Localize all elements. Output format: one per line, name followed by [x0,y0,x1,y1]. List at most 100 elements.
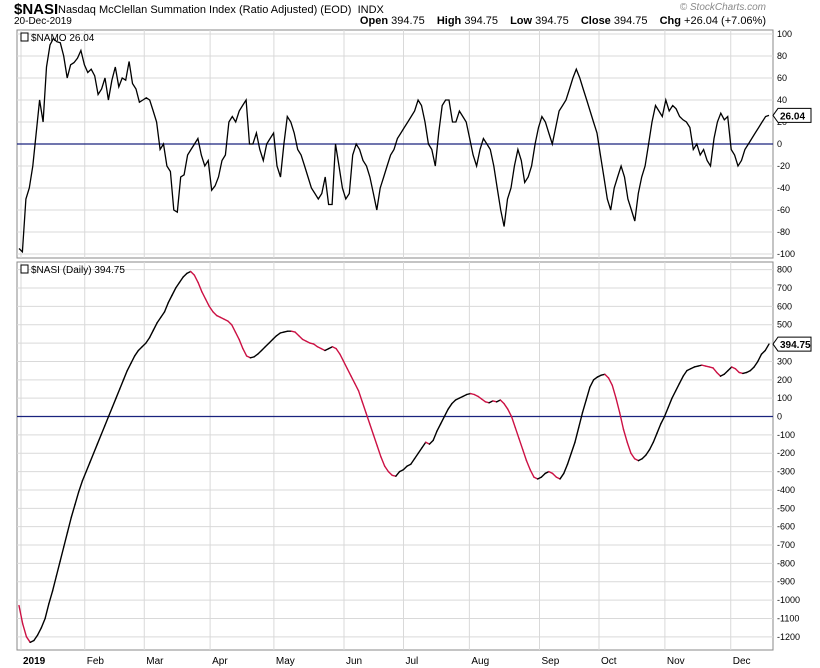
high-label: High [436,15,462,27]
nasi-series-segment [439,415,446,425]
nasi-ytick-label: -700 [777,540,795,550]
nasi-series-segment [760,349,766,355]
nasi-series-segment [645,448,651,456]
nasi-series-segment [518,437,524,451]
chart-date: 20-Dec-2019 [14,16,72,27]
namo-ytick-label: -60 [777,205,790,215]
nasi-series-segment [551,472,558,478]
nasi-series-segment [447,402,453,410]
nasi-series-segment [503,402,509,410]
nasi-series-segment [100,425,106,436]
nasi-series-segment [40,617,46,629]
nasi-series-segment [648,441,655,451]
chg-label: Chg [659,15,681,27]
nasi-series-segment [413,452,419,460]
nasi-series-segment [342,360,349,370]
nasi-series-segment [421,441,427,449]
nasi-series-segment [74,491,80,506]
nasi-ytick-label: 600 [777,301,792,311]
nasi-series-segment [36,626,43,636]
nasi-series-segment [592,376,599,381]
nasi-series-segment [764,343,770,352]
chg-value: +26.04 (+7.06%) [684,15,766,27]
nasi-series-segment [361,401,367,414]
nasi-series-segment [417,447,423,454]
nasi-series-segment [51,575,58,592]
stockcharts-watermark: © StockCharts.com [679,2,766,13]
nasi-series-segment [574,426,580,443]
nasi-ytick-label: 800 [777,265,792,275]
nasi-series-segment [656,423,662,434]
namo-last-value-box [772,107,812,123]
nasi-series-segment [115,388,121,399]
nasi-series-segment [48,590,54,605]
nasi-series-segment [126,362,132,372]
nasi-series-segment [130,355,136,364]
nasi-series-segment [298,335,304,341]
namo-ytick-label: 0 [777,139,782,149]
nasi-series-segment [451,399,457,405]
namo-ytick-label: -20 [777,161,790,171]
nasi-series-segment [626,441,632,454]
nasi-series-segment [540,472,546,478]
nasi-ytick-label: -100 [777,430,795,440]
nasi-series-segment [18,604,24,625]
x-tick-label-sep: Sep [542,656,560,667]
namo-legend-swatch [20,32,29,42]
nasi-series-segment [227,320,233,326]
nasi-series-segment [59,546,65,563]
nasi-series-segment [145,336,151,344]
nasi-series-segment [660,415,666,425]
nasi-last-value-box [772,336,812,352]
exchange-label: INDX [357,4,384,16]
nasi-series-segment [559,472,565,480]
nasi-series-segment [757,353,763,363]
open-label: Open [359,15,389,27]
namo-ytick-label: -100 [777,249,795,259]
nasi-series-segment [514,426,520,440]
low-value: 394.75 [535,15,569,27]
nasi-panel-label: $NASI (Daily) 394.75 [31,265,125,276]
x-tick-label-mar: Mar [146,656,164,667]
low-label: Low [510,15,533,27]
nasi-series-segment [581,399,587,414]
nasi-ytick-label: 100 [777,393,792,403]
nasi-series-segment [727,366,733,372]
nasi-series-segment [156,316,162,324]
nasi-series-segment [566,452,572,465]
open-value: 394.75 [391,15,425,27]
nasi-series-segment [111,397,117,409]
high-value: 394.75 [464,15,498,27]
close-label: Close [580,15,611,27]
nasi-series-segment [675,382,681,392]
nasi-series-segment [189,270,196,276]
ohlc-readout: Open 394.75 High 394.75 Low 394.75 Close… [360,15,766,27]
description-text: Nasdaq McClellan Summation Index (Ratio … [58,4,352,16]
nasi-ytick-label: -500 [777,503,795,513]
nasi-ytick-label: 200 [777,375,792,385]
x-tick-label-apr: Apr [212,656,228,667]
nasi-series-segment [122,369,128,381]
namo-last-value: 26.04 [780,111,805,122]
nasi-series-segment [163,302,169,313]
nasi-series-segment [570,441,576,454]
nasi-ytick-label: -200 [777,448,795,458]
nasi-series-segment [641,454,647,460]
nasi-series-segment [380,456,386,467]
nasi-series-segment [197,281,203,293]
namo-panel-label: $NAMO 26.04 [31,33,95,44]
chart-symbol: $NASI [14,1,59,18]
nasi-series-segment [671,390,677,399]
nasi-ytick-label: -1100 [777,613,799,623]
nasi-ytick-label: 700 [777,283,792,293]
nasi-series-segment [253,353,259,358]
nasi-series-segment [212,311,218,317]
namo-last-value-tag: 26.04 [772,107,812,123]
x-tick-label-jul: Jul [406,656,419,667]
nasi-series-segment [630,452,636,460]
nasi-series-segment [22,623,28,638]
close-value: 394.75 [613,15,648,27]
x-tick-label-dec: Dec [733,656,751,667]
x-tick-label-aug: Aug [471,656,489,667]
